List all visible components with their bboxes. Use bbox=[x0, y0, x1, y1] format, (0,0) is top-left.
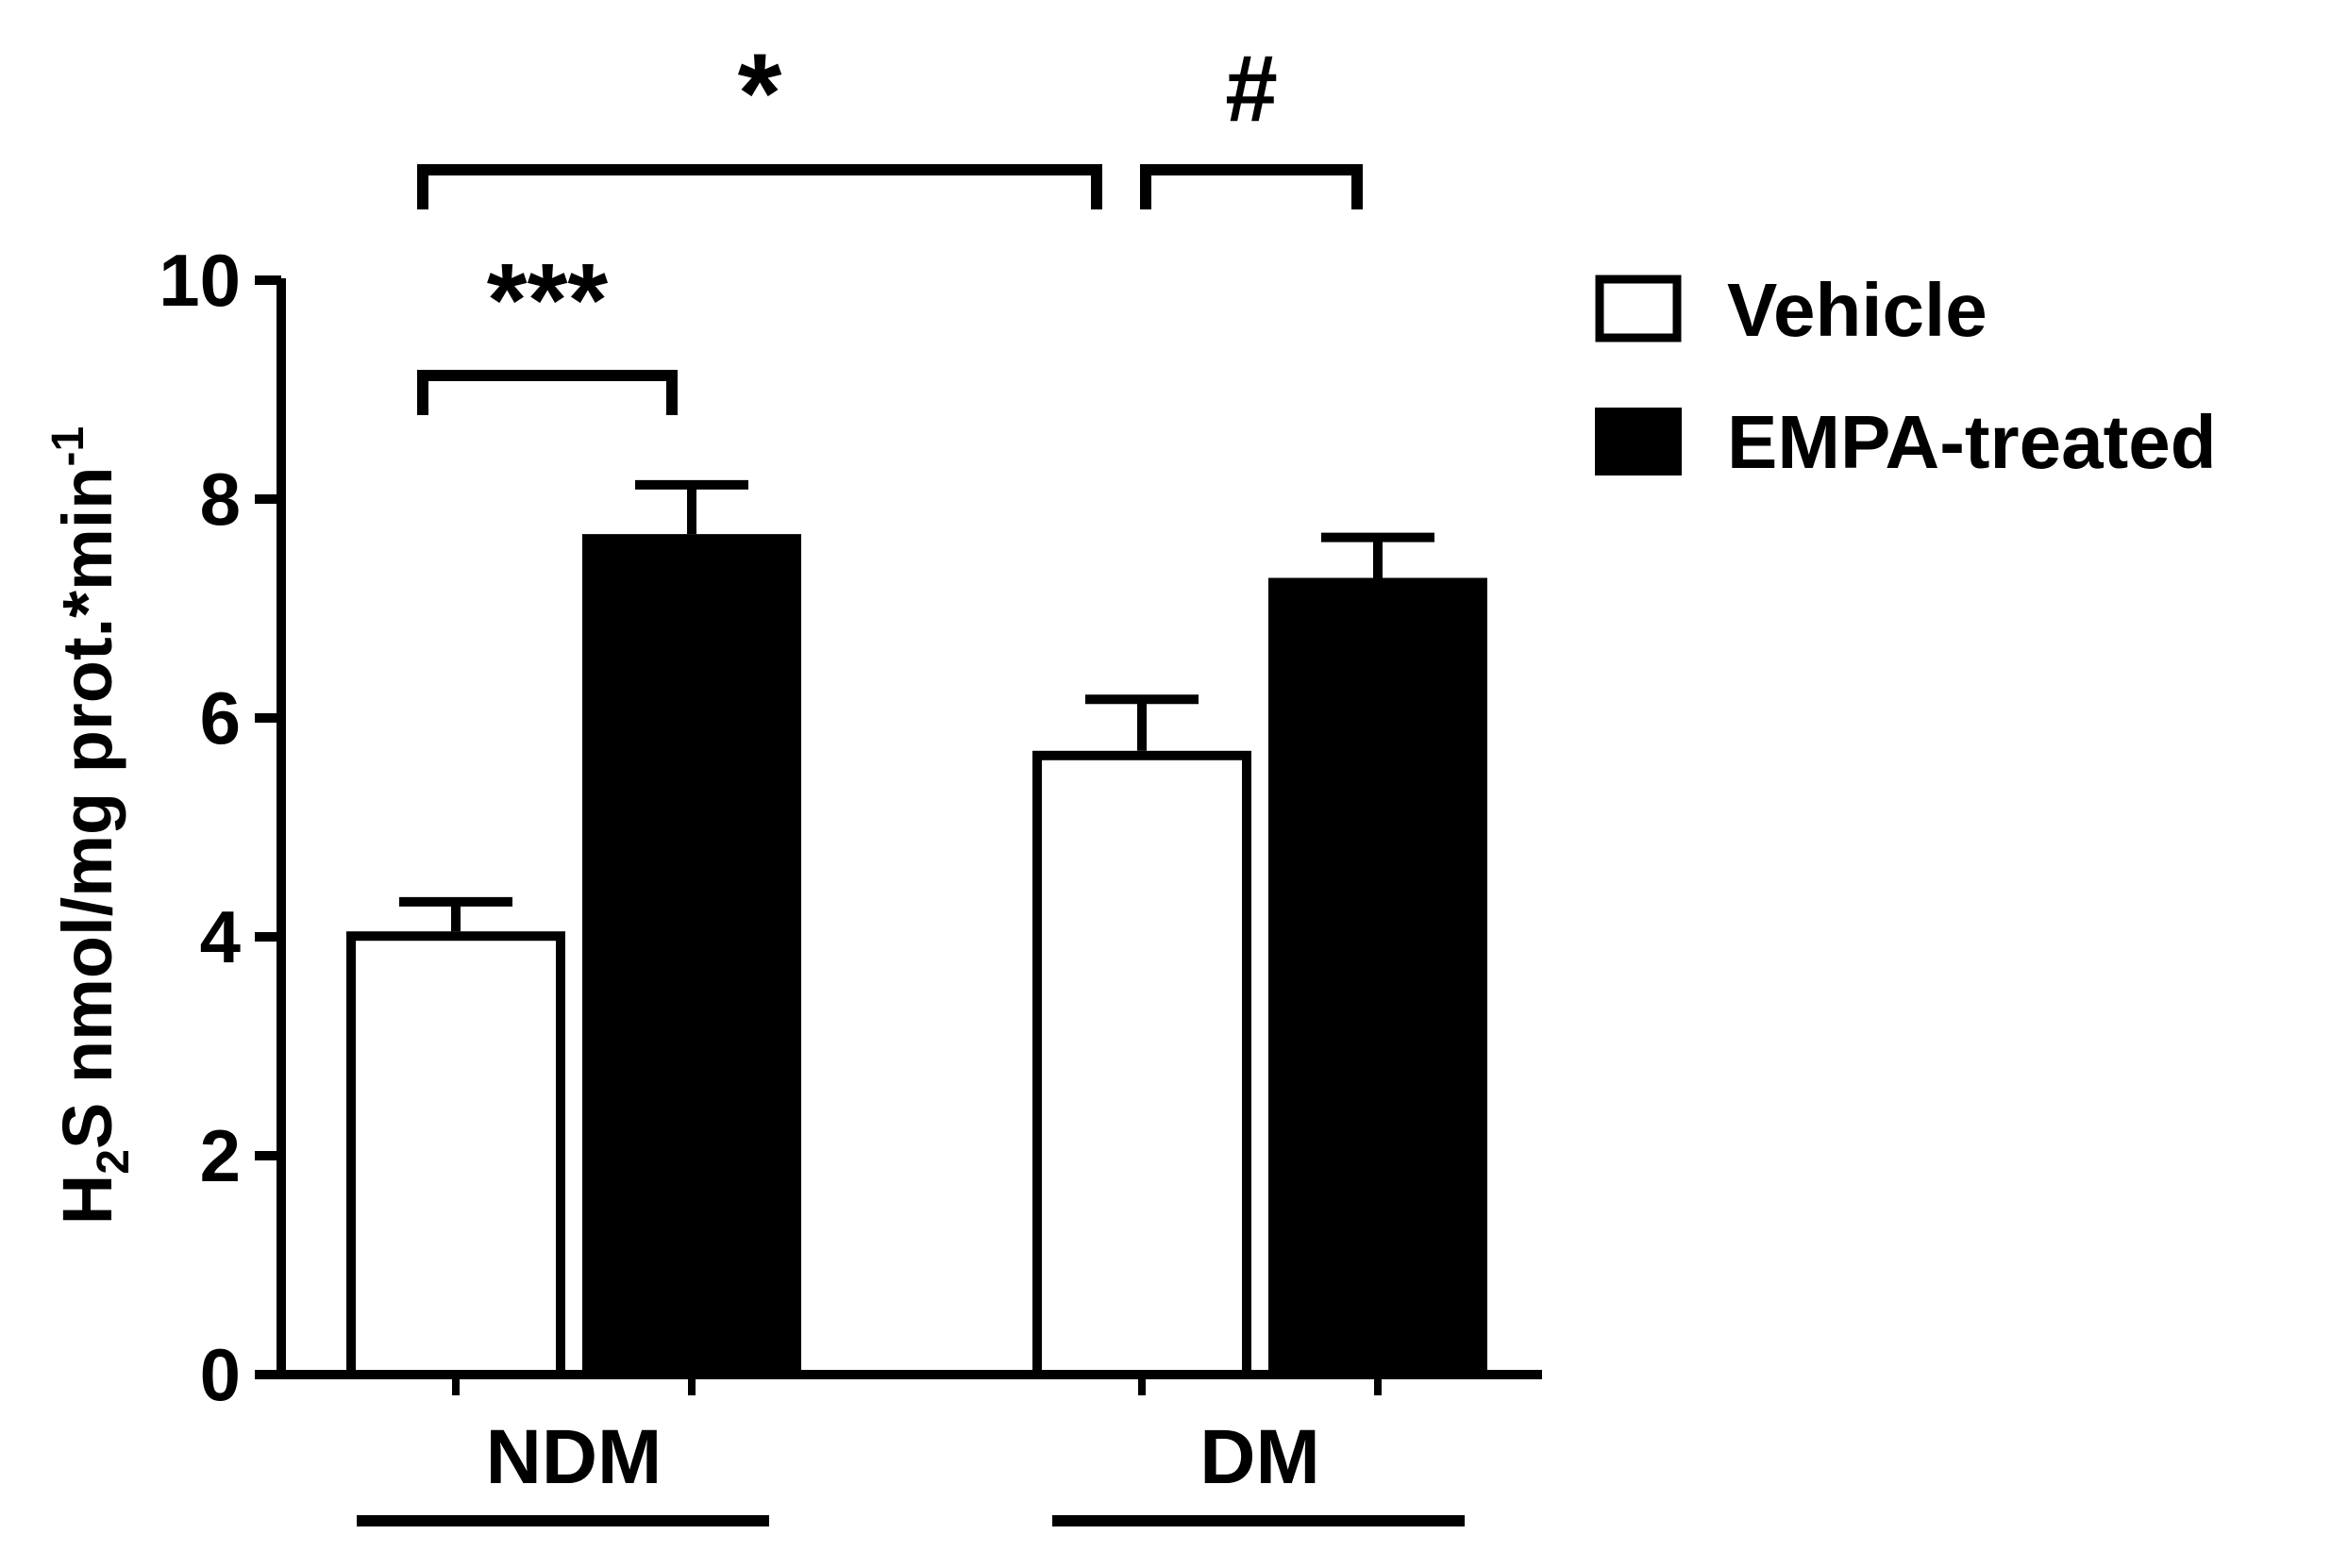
significance-bracket bbox=[417, 370, 678, 415]
legend-label-vehicle: Vehicle bbox=[1727, 268, 1987, 352]
y-axis-label: H2S nmol/mg prot.*min-1 bbox=[43, 426, 139, 1225]
legend-swatch-empa bbox=[1595, 408, 1682, 475]
bar-dm-empa-treated bbox=[1268, 577, 1487, 1375]
y-tick-label: 6 bbox=[200, 676, 241, 759]
significance-label: *** bbox=[487, 242, 609, 359]
bar-ndm-empa-treated bbox=[582, 534, 801, 1375]
x-axis-ticks: NDM DM bbox=[452, 1375, 1382, 1500]
y-tick-label: 0 bbox=[200, 1333, 241, 1416]
bar-dm-vehicle bbox=[1032, 750, 1251, 1379]
significance-brackets: **** # bbox=[417, 30, 1363, 415]
significance-bracket bbox=[417, 164, 1102, 209]
y-label-sub: 2 bbox=[89, 1149, 139, 1175]
legend-label-empa: EMPA-treated bbox=[1727, 400, 2217, 484]
y-tick-label: 8 bbox=[200, 458, 241, 541]
y-label-h: H bbox=[48, 1175, 126, 1225]
y-tick-label: 2 bbox=[200, 1114, 241, 1197]
y-axis-ticks: 0 2 4 6 8 10 bbox=[159, 239, 281, 1416]
legend: Vehicle EMPA-treated bbox=[1595, 268, 2217, 484]
y-label-sup: -1 bbox=[43, 426, 93, 467]
x-category-label: NDM bbox=[486, 1414, 662, 1500]
x-category-label: DM bbox=[1199, 1414, 1320, 1500]
significance-label: # bbox=[1225, 36, 1278, 142]
y-tick-label: 10 bbox=[159, 239, 241, 322]
y-label-mid: S nmol/mg prot.*min bbox=[48, 466, 126, 1149]
bars bbox=[346, 479, 1487, 1379]
legend-swatch-vehicle bbox=[1595, 275, 1682, 342]
significance-label: * bbox=[738, 30, 782, 157]
bar-ndm-vehicle bbox=[346, 931, 565, 1379]
significance-bracket bbox=[1140, 164, 1363, 209]
y-tick-label: 4 bbox=[200, 895, 241, 978]
